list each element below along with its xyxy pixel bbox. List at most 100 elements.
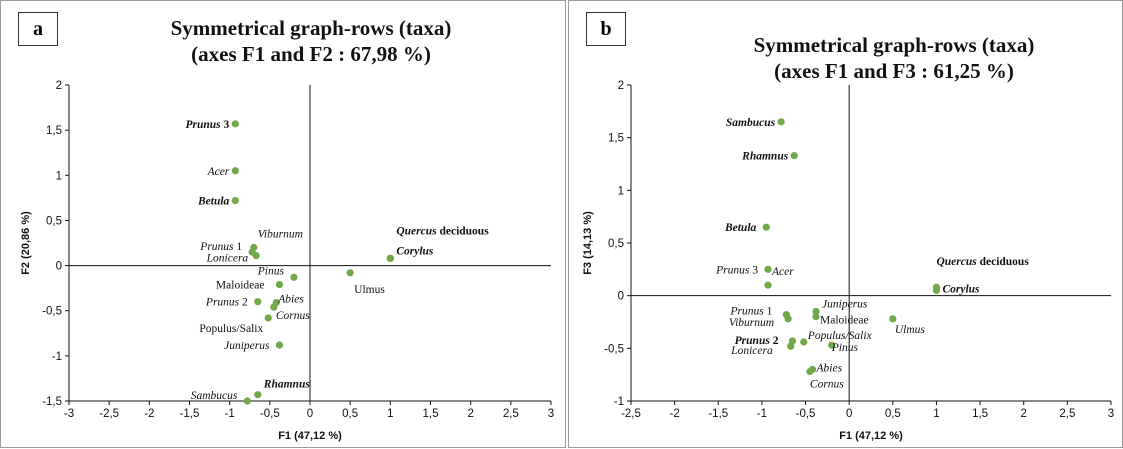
chart-subtitle: (axes F1 and F3 : 61,25 %) (774, 59, 1014, 83)
point-label: Prunus 2 (735, 335, 779, 347)
point-label: Cornus (810, 379, 844, 391)
point-label: Prunus 1 (199, 241, 242, 253)
data-point (275, 341, 284, 349)
chart-title: Symmetrical graph-rows (taxa) (171, 16, 452, 40)
y-tick-label: 1 (618, 185, 624, 197)
point-label: Abies (816, 362, 843, 374)
point-label: Pinus (831, 342, 859, 354)
data-point (889, 315, 897, 323)
chart-subtitle: (axes F1 and F2 : 67,98 %) (191, 42, 431, 66)
x-tick-label: -3 (64, 408, 74, 420)
x-tick-label: -1,5 (180, 408, 200, 420)
x-axis-label: F1 (47,12 %) (839, 430, 903, 442)
data-point (386, 254, 394, 262)
x-tick-label: -1 (225, 408, 235, 420)
x-tick-label: -2 (670, 408, 680, 420)
data-point (764, 265, 772, 273)
point-label: Quercus deciduous (396, 225, 489, 237)
data-point (275, 280, 284, 289)
point-label: Corylus (942, 283, 980, 295)
point-label: Quercus deciduous (936, 256, 1029, 268)
point-label: Viburnum (258, 229, 303, 241)
chart-title: Symmetrical graph-rows (taxa) (754, 33, 1035, 57)
panel-a: Symmetrical graph-rows (taxa) (axes F1 an… (0, 0, 566, 448)
point-label: Prunus 2 (205, 297, 248, 309)
point-label: Populus/Salix (199, 323, 263, 335)
y-tick-label: -0,5 (42, 306, 62, 318)
data-point (254, 391, 262, 399)
x-tick-label: -1,5 (708, 408, 728, 420)
point-label: Juniperus (822, 298, 868, 310)
x-tick-label: -0,5 (260, 408, 280, 420)
x-tick-label: 0 (307, 408, 313, 420)
point-label: Acer (771, 266, 794, 278)
data-point (812, 307, 820, 316)
point-label: Lonicera (730, 345, 773, 357)
x-tick-label: 2 (1021, 408, 1027, 420)
y-tick-label: 1,5 (46, 125, 62, 137)
data-point (806, 367, 814, 376)
y-axis-label: F2 (20,86 %) (20, 211, 32, 275)
panel-letter-a: a (18, 12, 58, 46)
x-tick-label: 3 (548, 408, 554, 420)
point-label: Viburnum (729, 317, 774, 329)
data-point (264, 314, 272, 322)
point-label: Sambucus (726, 117, 776, 129)
y-tick-label: 0 (56, 261, 62, 273)
point-label: Betula (724, 222, 757, 234)
data-point (346, 269, 354, 277)
y-tick-label: -1,5 (42, 396, 62, 408)
x-tick-label: -1 (757, 408, 767, 420)
x-tick-label: 1,5 (423, 408, 439, 420)
x-tick-label: 1,5 (972, 408, 988, 420)
y-tick-label: 1,5 (608, 133, 624, 145)
point-label: Rhamnus (263, 379, 311, 391)
data-point (231, 120, 239, 128)
x-tick-label: 1 (933, 408, 939, 420)
data-point (231, 167, 239, 175)
y-tick-label: 0,5 (46, 215, 62, 227)
data-point (290, 273, 298, 281)
x-tick-label: 2,5 (1059, 408, 1075, 420)
point-label: Rhamnus (741, 151, 789, 163)
point-label: Maloideae (216, 280, 265, 292)
data-point (231, 196, 239, 205)
data-point (790, 151, 798, 160)
x-tick-label: -2,5 (621, 408, 641, 420)
point-label: Betula (197, 196, 230, 208)
data-point (800, 338, 808, 346)
x-tick-label: 0,5 (885, 408, 901, 420)
data-point (784, 315, 792, 323)
y-tick-label: 2 (618, 80, 624, 92)
point-label: Cornus (276, 310, 310, 322)
point-label: Juniperus (224, 340, 270, 352)
x-tick-label: -2,5 (99, 408, 119, 420)
y-tick-label: 0,5 (608, 238, 624, 250)
point-label: Sambucus (191, 390, 238, 402)
point-label: Lonicera (206, 253, 249, 265)
y-tick-label: -1 (614, 396, 624, 408)
point-label: Ulmus (354, 284, 385, 296)
x-tick-label: 2,5 (503, 408, 519, 420)
y-tick-label: -0,5 (604, 343, 624, 355)
x-tick-label: 0,5 (342, 408, 358, 420)
point-label: Pinus (257, 265, 285, 277)
panel-letter-b: b (586, 12, 626, 46)
data-point (932, 286, 941, 294)
point-label: Acer (207, 166, 230, 178)
y-axis-label: F3 (14,13 %) (582, 211, 594, 275)
data-point (812, 313, 820, 321)
point-label: Populus/Salix (807, 330, 873, 342)
point-label: Maloideae (820, 315, 869, 327)
x-tick-label: 3 (1108, 408, 1114, 420)
y-tick-label: 2 (56, 80, 62, 92)
point-label: Prunus 1 (729, 306, 772, 318)
point-label: Corylus (396, 245, 434, 257)
scatter-chart-a: Symmetrical graph-rows (taxa)(axes F1 an… (20, 16, 554, 442)
data-point (764, 281, 772, 289)
y-tick-label: 1 (56, 170, 62, 182)
y-tick-label: -1 (52, 351, 62, 363)
point-label: Prunus 3 (185, 119, 229, 131)
data-point (777, 118, 785, 126)
